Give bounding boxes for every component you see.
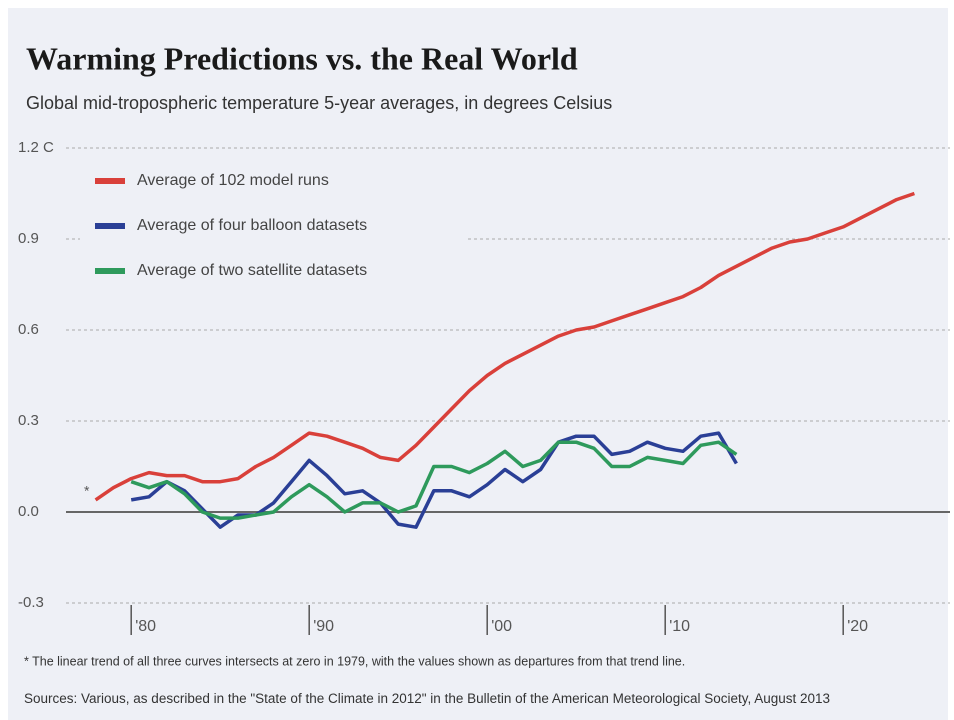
x-tick-label: '10 bbox=[669, 618, 690, 635]
source: Sources: Various, as described in the "S… bbox=[24, 691, 831, 706]
legend-label: Average of four balloon datasets bbox=[137, 217, 367, 234]
x-tick-label: '20 bbox=[847, 618, 868, 635]
chart-title: Warming Predictions vs. the Real World bbox=[26, 40, 578, 76]
y-tick-label: 0.6 bbox=[18, 321, 39, 338]
x-tick-label: '90 bbox=[313, 618, 334, 635]
source-box: Sources: Various, as described in the "S… bbox=[24, 691, 831, 706]
y-tick-label: 1.2 C bbox=[18, 139, 54, 156]
legend-background bbox=[80, 160, 465, 285]
annotation: * bbox=[84, 483, 90, 499]
x-tick-label: '80 bbox=[135, 618, 156, 635]
footnote: * The linear trend of all three curves i… bbox=[24, 654, 685, 668]
y-tick-label: 0.9 bbox=[18, 230, 39, 247]
y-tick-label: -0.3 bbox=[18, 594, 44, 611]
series-line bbox=[94, 191, 915, 502]
legend-label: Average of 102 model runs bbox=[137, 172, 329, 189]
chart-background bbox=[8, 8, 948, 720]
y-tick-label: 0.3 bbox=[18, 412, 39, 429]
y-tick-label: 0.0 bbox=[18, 503, 39, 520]
legend-label: Average of two satellite datasets bbox=[137, 262, 367, 279]
plot-area: 1.2 C 0.9 0.6 0.3 0.0 -0.3 '80 '90 '00 '10 '20 Aver… bbox=[18, 139, 950, 635]
series-line bbox=[130, 440, 738, 520]
x-tick-label: '00 bbox=[491, 618, 512, 635]
chart-subtitle: Global mid-tropospheric temperature 5-ye… bbox=[26, 93, 612, 113]
